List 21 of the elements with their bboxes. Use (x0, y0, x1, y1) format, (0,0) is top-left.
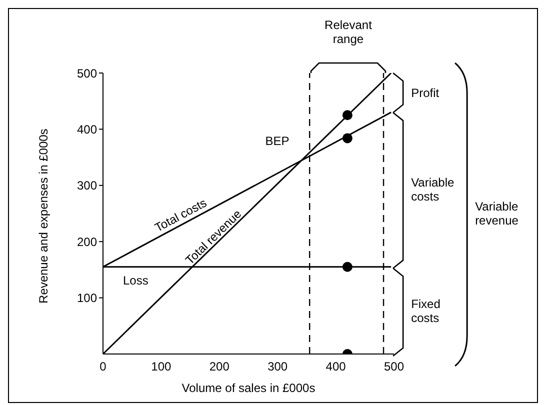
x-tick-label: 0 (100, 360, 107, 374)
text: Fixed costs (411, 297, 440, 326)
y-axis-title: Revenue and expenses in £000s (36, 128, 50, 304)
x-tick-label: 400 (326, 360, 346, 374)
text: Profit (411, 86, 440, 100)
x-axis-title: Volume of sales in £000s (182, 381, 316, 395)
y-tick-label: 500 (76, 66, 98, 80)
x-tick-label: 100 (151, 360, 172, 374)
text: Variable revenue (475, 200, 519, 228)
annotation: BEP (265, 134, 290, 148)
y-tick-label: 200 (76, 234, 98, 249)
x-tick-label: 200 (209, 360, 230, 374)
y-tick-label: 400 (76, 122, 98, 136)
x-tick-label: 300 (268, 360, 288, 374)
annotation: Loss (123, 273, 148, 288)
y-tick-label: 300 (76, 178, 98, 193)
x-tick-label: 500 (384, 360, 404, 374)
text: Variable costs (411, 175, 455, 204)
y-tick-label: 100 (76, 291, 98, 306)
text: Total costs (152, 196, 210, 235)
text: Relevant range (324, 18, 373, 46)
